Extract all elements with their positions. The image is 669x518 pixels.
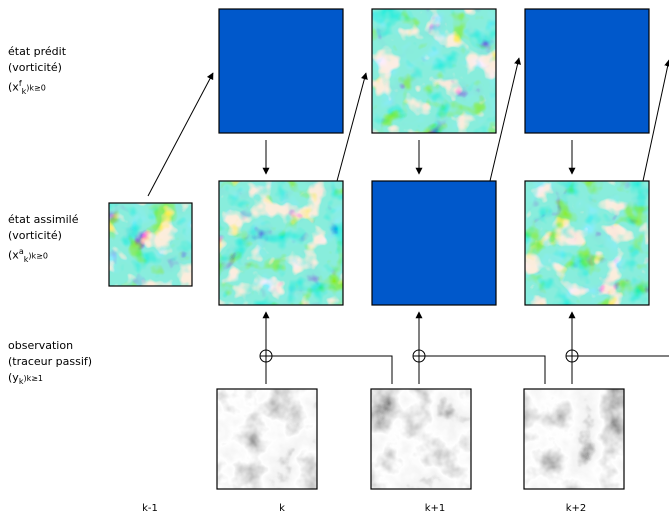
assimilated-field-k-plus-2 (524, 180, 650, 306)
label-assimilated-title: état assimilé (8, 213, 79, 226)
time-label-k-plus-1: k+1 (424, 503, 446, 514)
label-predicted-symbol: (xfk)k≥0 (8, 79, 46, 96)
time-label-k: k (279, 503, 285, 514)
assimilated-field-k-minus-1 (108, 202, 193, 287)
time-label-k-plus-2: k+2 (565, 503, 587, 514)
label-assimilated-symbol: (xak)k≥0 (8, 247, 48, 264)
forecast-arrows (147, 57, 669, 197)
observation-tracer-k-plus-2 (523, 388, 625, 490)
label-predicted: état prédit (vorticité) (xfk)k≥0 (8, 44, 66, 100)
analysis-arrows (262, 140, 576, 175)
label-predicted-title: état prédit (8, 45, 67, 58)
predicted-field-k (218, 8, 344, 134)
assimilated-field-k (218, 180, 344, 306)
label-assimilated-sub: (vorticité) (8, 229, 62, 242)
label-assimilated: état assimilé (vorticité) (xak)k≥0 (8, 212, 79, 268)
label-observation: observation (traceur passif) (yk)k≥1 (8, 338, 92, 390)
time-label-k-minus-1: k-1 (142, 503, 158, 514)
label-observation-title: observation (8, 339, 74, 352)
label-observation-sub: (traceur passif) (8, 355, 93, 368)
observation-tracer-k (216, 388, 318, 490)
assimilated-field-k-plus-1 (371, 180, 497, 306)
label-predicted-sub: (vorticité) (8, 61, 62, 74)
predicted-field-k-plus-1 (371, 8, 497, 134)
observation-feed (259, 311, 669, 384)
observation-tracer-k-plus-1 (370, 388, 472, 490)
label-observation-symbol: (yk)k≥1 (8, 371, 43, 387)
predicted-field-k-plus-2 (524, 8, 650, 134)
